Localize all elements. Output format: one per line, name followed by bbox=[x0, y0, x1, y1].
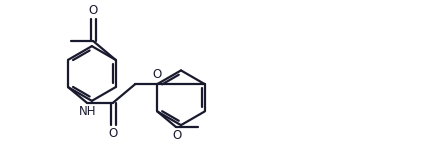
Text: NH: NH bbox=[79, 105, 96, 118]
Text: O: O bbox=[153, 68, 162, 81]
Text: O: O bbox=[172, 129, 181, 142]
Text: O: O bbox=[89, 4, 98, 17]
Text: O: O bbox=[108, 127, 118, 140]
